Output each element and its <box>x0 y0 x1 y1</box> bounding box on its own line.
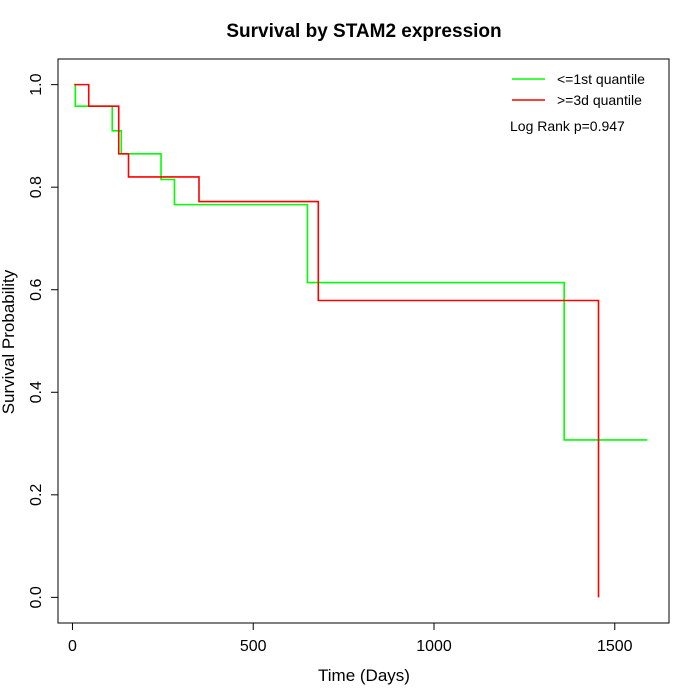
plot-frame <box>57 58 670 624</box>
legend-label: >=3d quantile <box>557 92 642 108</box>
y-tick-label: 0.4 <box>28 381 45 403</box>
legend: <=1st quantile >=3d quantile <box>512 71 645 108</box>
survival-curve <box>74 83 648 441</box>
y-tick-label: 0.8 <box>28 176 45 198</box>
y-tick-label: 1.0 <box>28 73 45 95</box>
y-axis-label: Survival Probability <box>0 269 18 414</box>
y-tick-label: 0.6 <box>28 279 45 301</box>
y-tick-label: 0.0 <box>28 586 45 608</box>
x-tick-label: 0 <box>68 638 77 655</box>
x-axis-label: Time (Days) <box>318 666 410 685</box>
x-tick-label: 500 <box>240 638 267 655</box>
series-layer <box>74 83 648 598</box>
log-rank-annotation: Log Rank p=0.947 <box>510 118 625 134</box>
chart-title: Survival by STAM2 expression <box>226 21 501 42</box>
x-tick-label: 1500 <box>597 638 633 655</box>
y-tick-label: 0.2 <box>28 484 45 506</box>
survival-curve <box>74 83 600 598</box>
x-axis: 0 500 1000 1500 <box>68 622 633 655</box>
legend-label: <=1st quantile <box>557 71 645 87</box>
x-tick-label: 1000 <box>416 638 452 655</box>
y-axis: 0.0 0.2 0.4 0.6 0.8 1.0 <box>28 73 59 608</box>
